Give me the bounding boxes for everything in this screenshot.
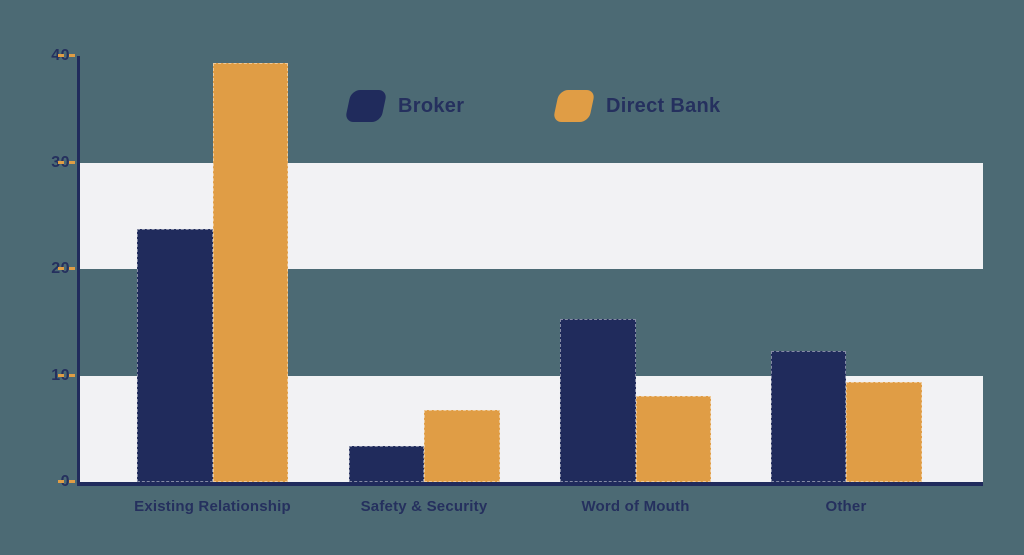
category-label: Safety & Security	[360, 498, 488, 515]
bar-broker	[137, 228, 213, 482]
category-label: Existing Relationship	[134, 498, 291, 515]
bar-broker	[348, 445, 424, 482]
broker-swatch	[344, 90, 388, 122]
bar-direct-bank	[635, 395, 711, 482]
bar-broker	[770, 351, 846, 482]
y-tick-dash	[58, 160, 75, 164]
legend-label-direct-bank: Direct Bank	[606, 94, 721, 117]
category-label: Other	[825, 498, 867, 515]
bar-direct-bank	[424, 409, 500, 482]
x-axis-line	[77, 482, 983, 486]
bar-direct-bank	[846, 381, 922, 482]
category-label: Word of Mouth	[581, 498, 690, 515]
direct-bank-swatch	[552, 90, 596, 122]
legend-item-broker: Broker	[344, 90, 465, 122]
legend-label-broker: Broker	[398, 94, 465, 117]
bar-broker	[560, 319, 636, 482]
y-tick-dash	[58, 373, 75, 377]
bar-direct-bank	[212, 63, 288, 482]
y-axis-line	[77, 56, 80, 486]
y-tick-dash	[58, 480, 75, 483]
legend-item-direct-bank: Direct Bank	[552, 90, 721, 122]
y-tick-dash	[58, 54, 75, 57]
y-tick-dash	[58, 267, 75, 270]
